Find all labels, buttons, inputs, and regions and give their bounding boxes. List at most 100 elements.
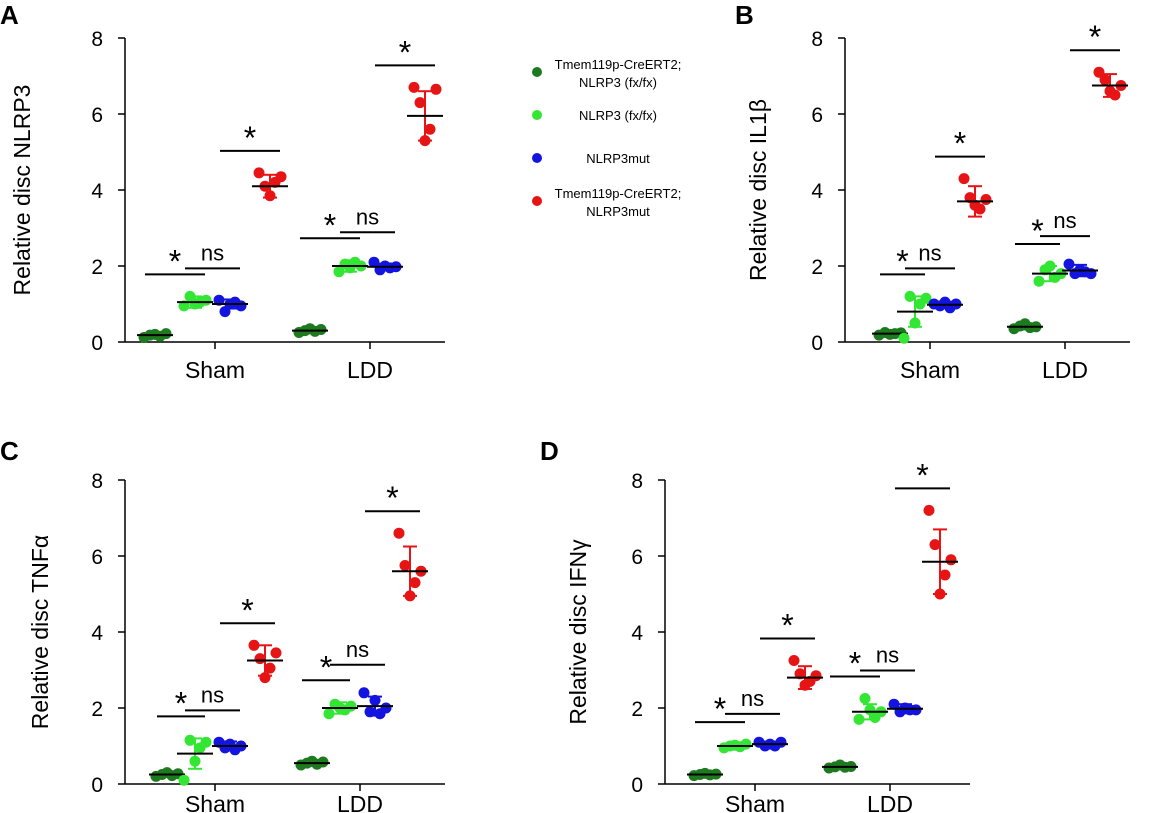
data-point [399, 560, 411, 571]
y-tick-label: 6 [91, 104, 103, 127]
data-point [270, 647, 282, 659]
data-point [254, 653, 266, 665]
y-tick-label: 0 [91, 332, 103, 355]
significance-star: * [714, 691, 726, 727]
legend-label: Tmem119p-CreERT2; [555, 186, 682, 201]
data-point [740, 738, 752, 750]
significance-star: * [781, 608, 793, 644]
y-tick-label: 8 [91, 470, 103, 493]
data-point [200, 736, 212, 748]
data-point [315, 323, 327, 335]
data-point [414, 97, 426, 109]
legend-label: NLRP3mut [586, 204, 650, 219]
significance-star: * [896, 243, 908, 279]
data-point [364, 706, 376, 718]
panel-a: A 0 2 4 6 8 Relative disc NLRP3 Sham LDD * ns * * ns * [0, 0, 445, 383]
significance-ns: ns [876, 643, 899, 668]
data-point [939, 569, 951, 581]
data-point [1063, 258, 1075, 270]
significance-star: * [1031, 213, 1043, 249]
legend-item: NLRP3 (fx/fx) [532, 108, 657, 123]
data-point [923, 504, 935, 516]
significance-ns: ns [1053, 208, 1076, 233]
data-point [1099, 74, 1111, 86]
y-tick-label: 2 [811, 256, 823, 279]
data-point [810, 670, 822, 682]
x-category-label: LDD [1042, 357, 1088, 383]
legend-label: NLRP3 (fx/fx) [579, 108, 657, 123]
legend-item: NLRP3mut [532, 151, 650, 166]
panel-b: B 0 2 4 6 8 Relative disc IL1β Sham LDD * ns * * ns * [735, 0, 1130, 383]
y-tick-label: 6 [91, 546, 103, 569]
legend-item: Tmem119p-CreERT2; NLRP3mut [532, 186, 681, 219]
x-category-label: LDD [337, 791, 383, 813]
data-point [958, 173, 970, 185]
legend-label: NLRP3 (fx/fx) [579, 75, 657, 90]
data-point [888, 698, 900, 710]
significance-ns: ns [356, 204, 379, 229]
legend-marker [532, 110, 542, 120]
data-point [974, 203, 986, 215]
data-point [333, 266, 345, 278]
data-point [898, 332, 910, 344]
data-point [317, 756, 329, 768]
legend-label: Tmem119p-CreERT2; [555, 57, 682, 72]
significance-star: * [244, 120, 256, 156]
data-point [430, 83, 442, 95]
significance-star: * [241, 592, 253, 628]
data-point [424, 123, 436, 135]
y-tick-label: 4 [811, 180, 823, 203]
data-point [275, 171, 287, 183]
x-category-label: Sham [185, 357, 245, 383]
significance-ns: ns [741, 686, 764, 711]
panel-d: D 0 2 4 6 8 Relative disc IFNγ Sham LDD * ns * * ns * [540, 436, 970, 813]
significance-star: * [320, 649, 332, 685]
y-tick-label: 0 [811, 332, 823, 355]
legend-marker [532, 153, 542, 163]
data-point [368, 256, 380, 268]
legend-item: Tmem119p-CreERT2; NLRP3 (fx/fx) [532, 57, 681, 90]
y-axis-label: Relative disc NLRP3 [9, 85, 35, 296]
significance-star: * [386, 480, 398, 516]
legend-label: NLRP3mut [586, 151, 650, 166]
y-tick-label: 8 [631, 470, 643, 493]
significance-ns: ns [201, 682, 224, 707]
significance-star: * [849, 646, 861, 682]
significance-ns: ns [918, 240, 941, 265]
y-axis-label: Relative disc IL1β [745, 99, 771, 281]
significance-star: * [916, 457, 928, 493]
significance-ns: ns [346, 637, 369, 662]
data-point [788, 655, 800, 666]
data-point [408, 81, 420, 93]
data-point [929, 539, 941, 551]
y-tick-label: 4 [631, 622, 643, 645]
data-point [859, 693, 871, 704]
data-point [184, 734, 196, 746]
y-tick-label: 2 [631, 698, 643, 721]
data-point [160, 328, 172, 340]
y-tick-label: 6 [811, 104, 823, 127]
data-point [920, 292, 932, 304]
data-point [264, 662, 276, 674]
data-point [794, 668, 806, 680]
panel-letter: B [735, 0, 754, 30]
data-point [1033, 275, 1045, 287]
legend-marker [532, 67, 542, 77]
significance-ns: ns [201, 240, 224, 265]
y-axis-label: Relative disc TNFα [27, 535, 53, 729]
data-point [380, 702, 392, 714]
data-point [853, 713, 865, 725]
data-point [1093, 66, 1105, 78]
data-point [910, 704, 922, 716]
x-category-label: LDD [867, 791, 913, 813]
data-point [178, 300, 190, 312]
data-point [178, 774, 190, 786]
data-point [358, 687, 370, 699]
y-tick-label: 4 [91, 180, 103, 203]
data-point [775, 736, 787, 748]
data-point [945, 554, 957, 566]
significance-star: * [324, 207, 336, 243]
y-tick-label: 0 [631, 774, 643, 797]
x-category-label: Sham [185, 791, 245, 813]
